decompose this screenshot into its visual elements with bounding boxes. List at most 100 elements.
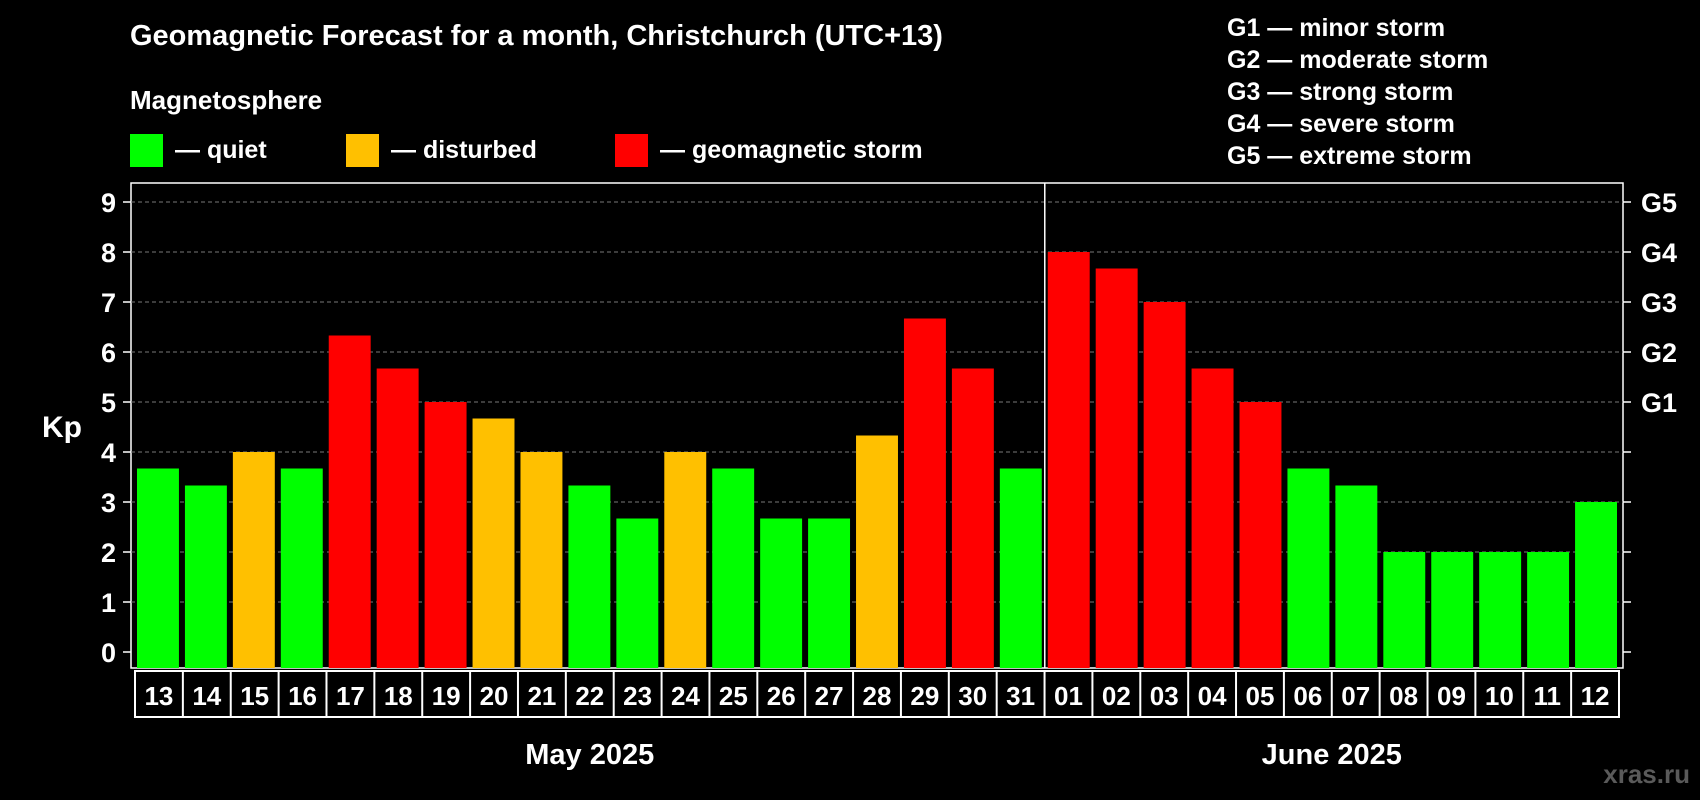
kp-bar [1191,368,1234,668]
day-label: 13 [144,681,173,711]
day-label: 11 [1533,681,1561,711]
g-scale-item: G1 — minor storm [1227,14,1446,42]
legend-label-disturbed: — disturbed [391,135,537,164]
y-tick-label: 0 [101,638,116,668]
y-axis-label: Kp [42,411,82,444]
day-label: 19 [432,681,461,711]
kp-bar [1431,552,1474,668]
kp-bar [376,368,419,668]
kp-bar [616,518,659,668]
day-label: 06 [1293,681,1322,711]
kp-bar [424,402,467,668]
y-tick-label: 8 [101,238,116,268]
kp-bar [664,452,707,668]
day-label: 26 [767,681,796,711]
y-tick-label: 1 [101,588,116,618]
kp-bar [903,318,946,668]
kp-bar [1239,402,1282,668]
kp-bar [1527,552,1570,668]
g-axis-label: G5 [1641,188,1677,218]
day-label: 10 [1485,681,1514,711]
day-label: 04 [1198,681,1227,711]
y-tick-label: 4 [101,438,116,468]
day-label: 22 [575,681,604,711]
day-label: 29 [910,681,939,711]
day-label-box [134,670,1620,718]
kp-bar [520,452,563,668]
legend-item-storm: — geomagnetic storm [615,133,923,167]
day-label: 25 [719,681,748,711]
day-label: 16 [288,681,317,711]
day-label: 17 [336,681,365,711]
g-scale-item: G3 — strong storm [1227,78,1454,106]
legend-swatch-quiet [130,133,163,167]
day-label: 12 [1581,681,1610,711]
legend-label-storm: — geomagnetic storm [660,135,923,164]
g-scale-item: G5 — extreme storm [1227,142,1472,170]
magnetosphere-label: Magnetosphere [130,85,323,115]
chart-title: Geomagnetic Forecast for a month, Christ… [130,20,943,52]
kp-bar [1287,468,1330,668]
kp-bar [1575,502,1617,668]
month-label: June 2025 [1262,739,1402,771]
day-label: 31 [1006,681,1035,711]
g-axis-label: G1 [1641,388,1677,418]
g-axis-label: G2 [1641,338,1677,368]
day-label: 27 [815,681,844,711]
day-label: 30 [958,681,987,711]
legend-item-quiet: — quiet [130,133,267,167]
y-tick-label: 6 [101,338,116,368]
g-axis-label: G3 [1641,288,1677,318]
y-tick-label: 7 [101,288,116,318]
kp-bar [280,468,323,668]
kp-bar [1143,302,1186,668]
day-label: 28 [863,681,892,711]
kp-bar [328,335,371,668]
kp-bar [808,518,851,668]
kp-bar [472,418,515,668]
legend-swatch-disturbed [346,133,379,167]
kp-bar [1479,552,1522,668]
legend-label-quiet: — quiet [175,135,267,164]
y-tick-label: 2 [101,538,116,568]
day-label: 05 [1246,681,1275,711]
kp-bar [1383,552,1426,668]
day-label: 21 [527,681,556,711]
day-label: 03 [1150,681,1179,711]
g-axis-label: G4 [1641,238,1677,268]
legend-item-disturbed: — disturbed [346,133,537,167]
kp-bar [712,468,755,668]
day-label: 24 [671,681,700,711]
day-label: 23 [623,681,652,711]
legend-swatch-storm [615,133,648,167]
kp-bar [568,485,611,668]
kp-bar [232,452,275,668]
kp-bar [137,468,179,668]
day-label: 14 [192,681,221,711]
kp-bar [856,435,898,668]
kp-bar [1047,252,1090,668]
month-label: May 2025 [525,739,654,771]
day-label: 09 [1437,681,1466,711]
g-scale-item: G2 — moderate storm [1227,46,1489,74]
g-scale-item: G4 — severe storm [1227,110,1455,138]
day-label: 15 [240,681,269,711]
y-tick-label: 3 [101,488,116,518]
y-tick-label: 5 [101,388,116,418]
g-scale-list: G1 — minor storm G2 — moderate storm G3 … [1227,12,1488,172]
kp-bar [999,468,1042,668]
y-tick-label: 9 [101,188,116,218]
kp-bar [1335,485,1378,668]
kp-bar [760,518,803,668]
kp-bar [1095,268,1138,668]
kp-bar [184,485,227,668]
day-label: 01 [1054,681,1083,711]
kp-bar [951,368,994,668]
day-label: 20 [480,681,509,711]
day-label: 02 [1102,681,1131,711]
day-label: 07 [1341,681,1370,711]
watermark: xras.ru [1603,759,1690,789]
day-label: 18 [384,681,413,711]
day-label: 08 [1389,681,1418,711]
